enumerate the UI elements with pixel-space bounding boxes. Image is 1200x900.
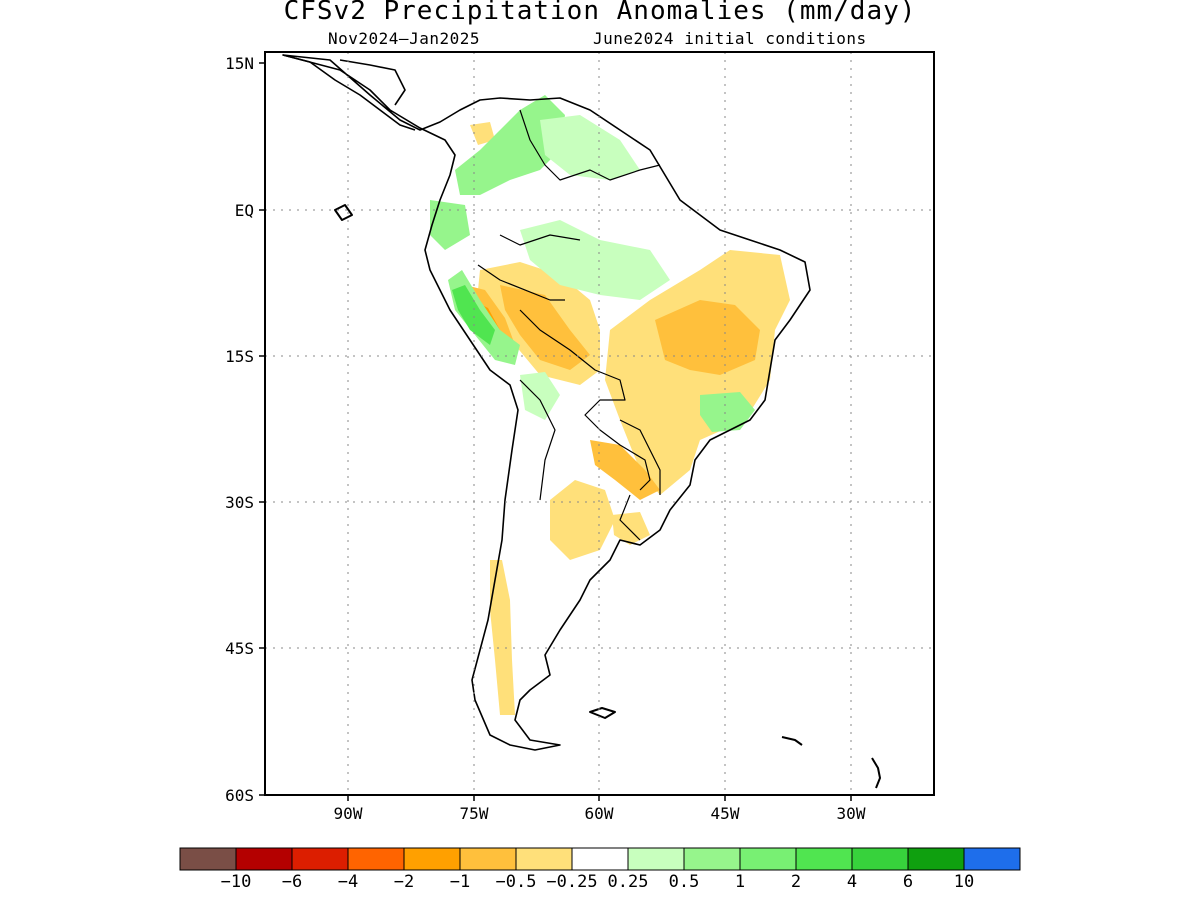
colorbar-swatch bbox=[347, 847, 405, 871]
lon-label: 90W bbox=[334, 804, 363, 823]
country-borders bbox=[477, 109, 661, 541]
colorbar-swatch bbox=[179, 847, 237, 871]
colorbar bbox=[179, 847, 1021, 871]
colorbar-swatch bbox=[627, 847, 685, 871]
latitude-labels: 15N EQ 15S 30S 45S 60S bbox=[225, 54, 254, 805]
colorbar-label: 1 bbox=[734, 872, 746, 892]
colorbar-swatch bbox=[515, 847, 573, 871]
colorbar-swatch bbox=[291, 847, 349, 871]
lat-label: 60S bbox=[225, 786, 254, 805]
colorbar-label: 4 bbox=[846, 872, 858, 892]
colorbar-label: −2 bbox=[393, 872, 415, 892]
colorbar-swatch bbox=[963, 847, 1021, 871]
colorbar-label: 0.5 bbox=[668, 872, 700, 892]
colorbar-label: 0.25 bbox=[607, 872, 649, 892]
map-title: CFSv2 Precipitation Anomalies (mm/day) bbox=[283, 0, 917, 26]
wet-anomaly-andes-core bbox=[452, 285, 495, 345]
dry-anomaly-paraguay bbox=[590, 440, 660, 500]
falkland-islands bbox=[589, 707, 616, 719]
wet-anomaly-bolivia-south bbox=[520, 372, 560, 420]
colorbar-swatch bbox=[235, 847, 293, 871]
dry-anomaly-brazil bbox=[605, 250, 790, 495]
dry-anomaly-chile bbox=[490, 560, 515, 715]
lat-label: EQ bbox=[235, 201, 254, 220]
colorbar-label: 6 bbox=[902, 872, 914, 892]
lon-label: 60W bbox=[585, 804, 614, 823]
lat-label: 15N bbox=[225, 54, 254, 73]
wet-anomaly-southeast-brazil bbox=[700, 392, 755, 432]
colorbar-label: −0.25 bbox=[546, 872, 598, 892]
colorbar-swatch bbox=[739, 847, 797, 871]
longitude-labels: 90W 75W 60W 45W 30W bbox=[334, 804, 866, 823]
dry-anomaly-uruguay bbox=[612, 512, 650, 545]
lat-label: 30S bbox=[225, 493, 254, 512]
initial-conditions: June2024 initial conditions bbox=[593, 29, 867, 48]
colorbar-swatch bbox=[851, 847, 909, 871]
axis-ticks bbox=[259, 62, 852, 801]
dry-anomaly-colombia bbox=[470, 122, 495, 145]
colorbar-label: −6 bbox=[281, 872, 303, 892]
colorbar-swatch bbox=[459, 847, 517, 871]
colorbar-swatch bbox=[403, 847, 461, 871]
south-america-coastline bbox=[282, 54, 811, 751]
south-sandwich-islands bbox=[871, 757, 881, 789]
lat-label: 45S bbox=[225, 639, 254, 658]
colorbar-swatch bbox=[795, 847, 853, 871]
colorbar-swatch bbox=[683, 847, 741, 871]
colorbar-label: −4 bbox=[337, 872, 359, 892]
galapagos-islands bbox=[334, 204, 353, 221]
lon-label: 30W bbox=[837, 804, 866, 823]
central-america-coastline bbox=[282, 54, 416, 131]
lon-label: 75W bbox=[460, 804, 489, 823]
forecast-period: Nov2024–Jan2025 bbox=[328, 29, 480, 48]
colorbar-swatch bbox=[571, 847, 629, 871]
lat-label: 15S bbox=[225, 347, 254, 366]
colorbar-label: −0.5 bbox=[495, 872, 537, 892]
anomaly-shading bbox=[430, 95, 790, 715]
colorbar-label: 10 bbox=[953, 872, 975, 892]
lon-label: 45W bbox=[711, 804, 740, 823]
coastline bbox=[282, 54, 881, 789]
colorbar-label: 2 bbox=[790, 872, 802, 892]
wet-anomaly-amazon bbox=[520, 220, 670, 300]
dry-anomaly-argentina bbox=[550, 480, 615, 560]
colorbar-label: −10 bbox=[220, 872, 252, 892]
wet-anomaly-venezuela bbox=[540, 115, 640, 180]
south-georgia bbox=[781, 736, 803, 746]
colorbar-swatch bbox=[907, 847, 965, 871]
wet-anomaly-colombia bbox=[455, 95, 565, 195]
colorbar-label: −1 bbox=[449, 872, 471, 892]
wet-anomaly-ecuador bbox=[430, 200, 470, 250]
